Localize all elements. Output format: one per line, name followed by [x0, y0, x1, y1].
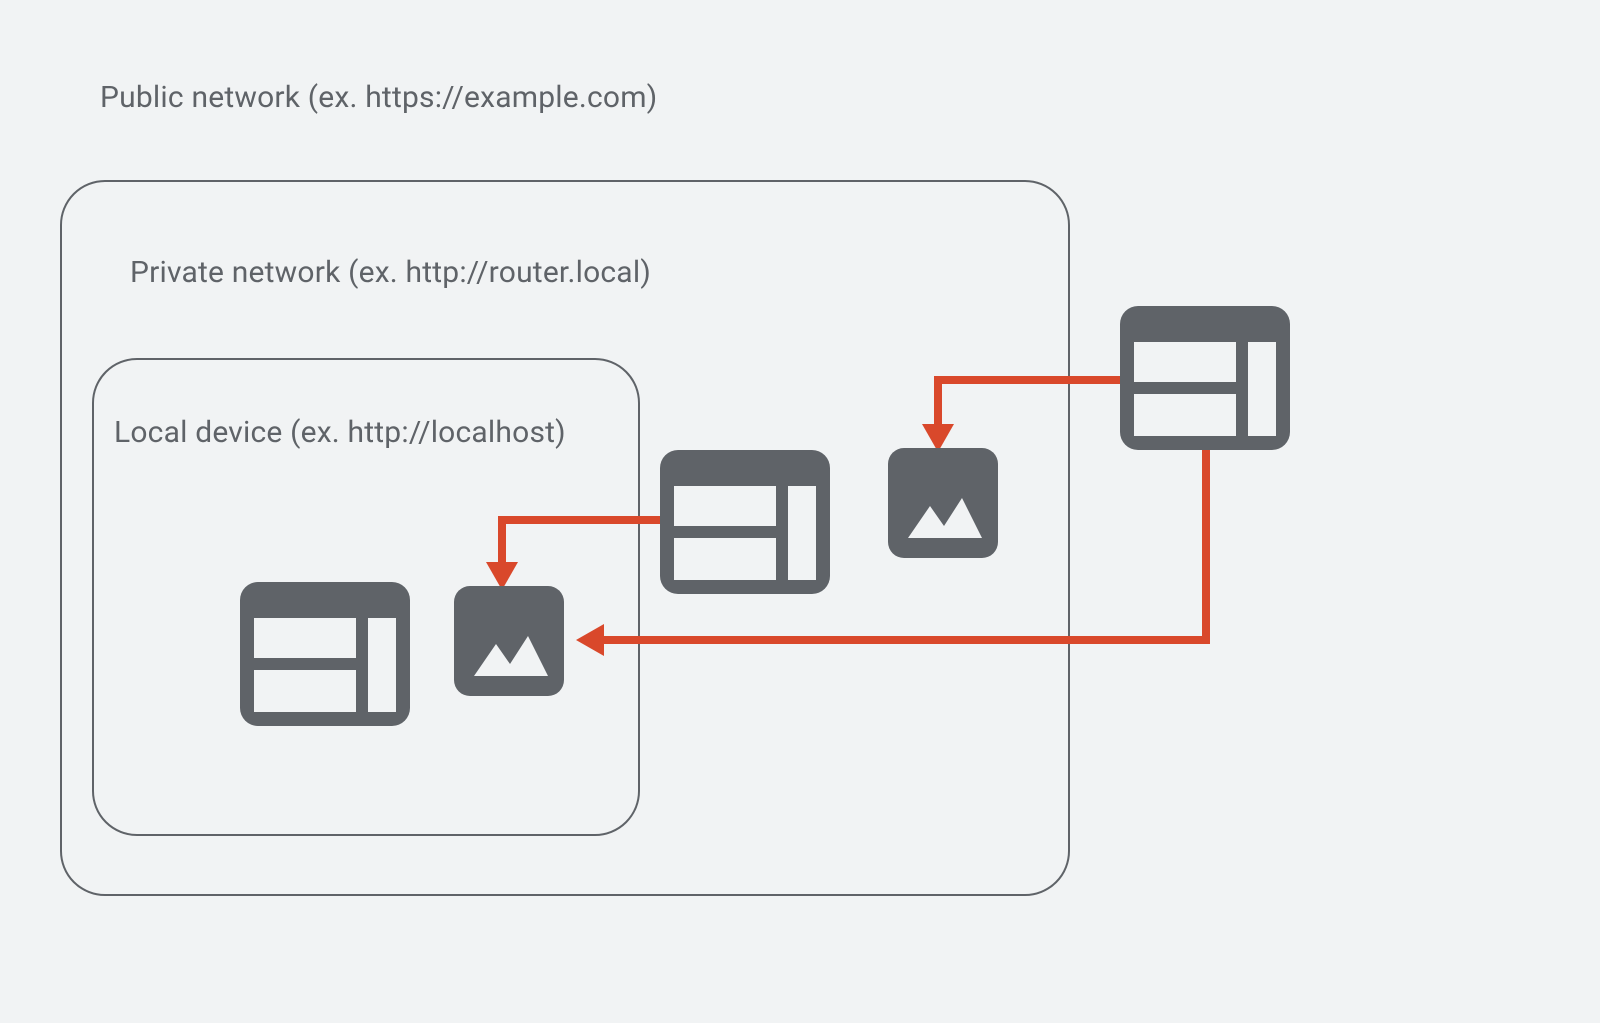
private-network-label: Private network (ex. http://router.local…: [130, 255, 651, 290]
public-network-label: Public network (ex. https://example.com): [100, 80, 657, 115]
browser-public-icon: [1120, 306, 1290, 450]
local-device-label: Local device (ex. http://localhost): [114, 415, 566, 450]
diagram-canvas: Public network (ex. https://example.com)…: [0, 0, 1600, 1023]
